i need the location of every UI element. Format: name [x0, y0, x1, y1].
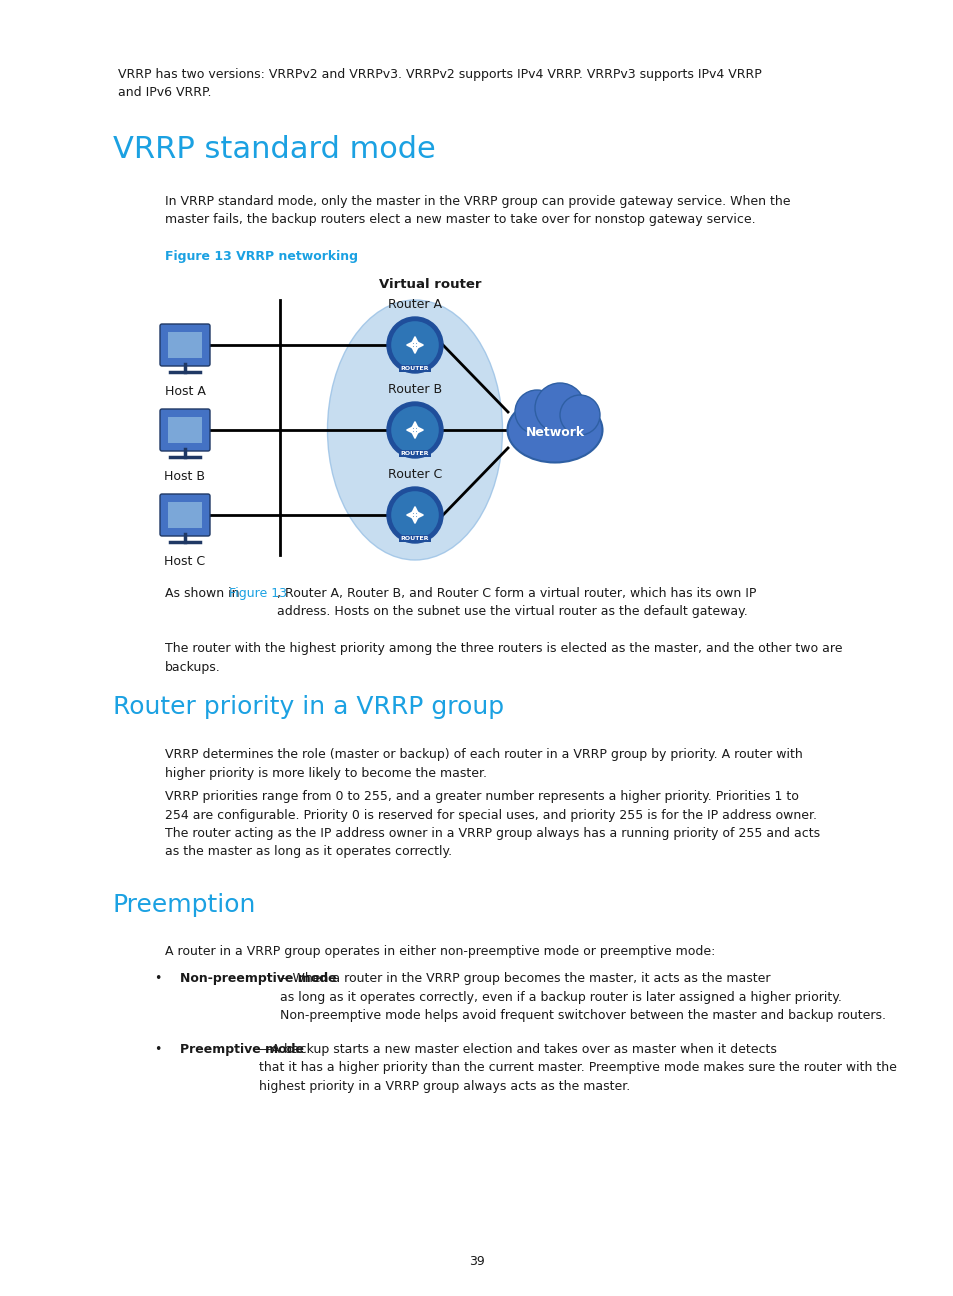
Text: VRRP determines the role (master or backup) of each router in a VRRP group by pr: VRRP determines the role (master or back… [165, 748, 801, 779]
Text: VRRP priorities range from 0 to 255, and a greater number represents a higher pr: VRRP priorities range from 0 to 255, and… [165, 791, 820, 858]
Circle shape [387, 402, 442, 457]
Circle shape [391, 406, 438, 454]
Text: ROUTER: ROUTER [400, 365, 429, 371]
Circle shape [387, 487, 442, 543]
Circle shape [387, 318, 442, 373]
Text: Preemption: Preemption [112, 893, 256, 918]
FancyBboxPatch shape [168, 417, 202, 443]
Text: In VRRP standard mode, only the master in the VRRP group can provide gateway ser: In VRRP standard mode, only the master i… [165, 194, 790, 227]
Text: As shown in: As shown in [165, 587, 243, 600]
Text: Network: Network [525, 426, 584, 439]
Text: VRRP has two versions: VRRPv2 and VRRPv3. VRRPv2 supports IPv4 VRRP. VRRPv3 supp: VRRP has two versions: VRRPv2 and VRRPv3… [118, 67, 760, 100]
Text: Preemptive mode: Preemptive mode [180, 1043, 304, 1056]
FancyBboxPatch shape [168, 332, 202, 358]
Circle shape [515, 390, 558, 434]
Text: VRRP standard mode: VRRP standard mode [112, 135, 436, 165]
FancyBboxPatch shape [168, 502, 202, 527]
Text: •: • [154, 972, 161, 985]
Circle shape [391, 321, 438, 369]
Ellipse shape [507, 398, 602, 463]
Text: Virtual router: Virtual router [378, 279, 480, 292]
Text: ROUTER: ROUTER [400, 537, 429, 540]
Text: Host A: Host A [164, 385, 205, 398]
Ellipse shape [327, 299, 502, 560]
Text: Router C: Router C [388, 468, 441, 481]
Circle shape [391, 491, 438, 539]
Text: —When a router in the VRRP group becomes the master, it acts as the master
as lo: —When a router in the VRRP group becomes… [279, 972, 884, 1023]
Text: Router B: Router B [388, 384, 441, 397]
Circle shape [535, 384, 584, 433]
Text: •: • [154, 1043, 161, 1056]
Text: Figure 13: Figure 13 [229, 587, 287, 600]
Text: 39: 39 [469, 1255, 484, 1267]
Text: The router with the highest priority among the three routers is elected as the m: The router with the highest priority amo… [165, 642, 841, 674]
Text: Non-preemptive mode: Non-preemptive mode [180, 972, 336, 985]
Text: , Router A, Router B, and Router C form a virtual router, which has its own IP
a: , Router A, Router B, and Router C form … [277, 587, 756, 618]
Text: Router priority in a VRRP group: Router priority in a VRRP group [112, 695, 503, 719]
Circle shape [559, 395, 599, 435]
Text: Host B: Host B [164, 470, 205, 483]
Text: —A backup starts a new master election and takes over as master when it detects
: —A backup starts a new master election a… [258, 1043, 896, 1093]
Text: Host C: Host C [164, 555, 205, 568]
Text: ROUTER: ROUTER [400, 451, 429, 456]
Text: A router in a VRRP group operates in either non-preemptive mode or preemptive mo: A router in a VRRP group operates in eit… [165, 945, 715, 958]
FancyBboxPatch shape [160, 494, 210, 537]
Text: Router A: Router A [388, 298, 441, 311]
FancyBboxPatch shape [160, 324, 210, 365]
FancyBboxPatch shape [160, 410, 210, 451]
Text: Figure 13 VRRP networking: Figure 13 VRRP networking [165, 250, 357, 263]
